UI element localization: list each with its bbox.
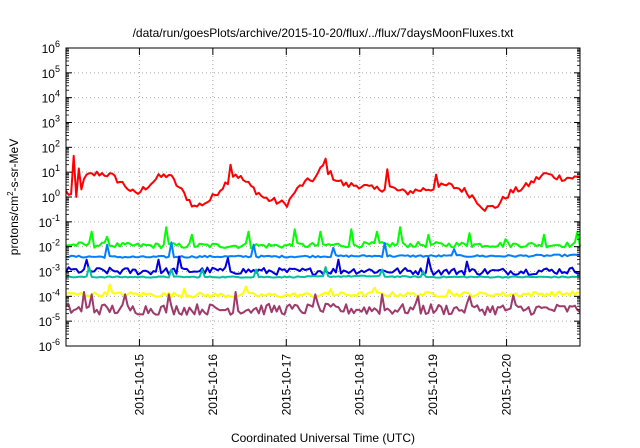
y-tick-label: 10-6 xyxy=(39,337,60,354)
y-axis-label-sup: 2 xyxy=(6,191,15,196)
x-tick-label: 2015-10-18 xyxy=(353,354,367,416)
x-tick-label: 2015-10-15 xyxy=(132,354,146,416)
series-line xyxy=(65,266,581,279)
series-lines xyxy=(65,154,581,316)
y-tick-label: 10-2 xyxy=(39,238,60,255)
y-tick-label: 106 xyxy=(42,39,60,56)
series-line xyxy=(65,226,581,250)
y-tick-label: 10-1 xyxy=(39,213,60,230)
chart-title: /data/run/goesPlots/archive/2015-10-20/f… xyxy=(133,26,515,40)
series-line xyxy=(65,283,581,299)
series-line xyxy=(65,291,581,316)
x-axis-label: Coordinated Universal Time (UTC) xyxy=(231,431,415,445)
series-line xyxy=(65,154,581,212)
y-tick-label: 100 xyxy=(42,188,60,205)
y-axis-label: protons/cm2-s-sr-MeV xyxy=(6,139,21,255)
y-tick-label: 101 xyxy=(42,163,60,180)
y-tick-label: 105 xyxy=(42,64,60,81)
series-line xyxy=(65,255,581,276)
y-tick-label: 102 xyxy=(42,138,60,155)
ticks: 10-6 10-5 10-4 10-3 10-2 10-1 100 101 102 103 104 1… xyxy=(39,39,580,415)
y-tick-label: 104 xyxy=(42,89,60,106)
x-tick-label: 2015-10-17 xyxy=(279,354,293,416)
x-tick-label: 2015-10-16 xyxy=(206,354,220,416)
y-tick-label: 10-4 xyxy=(39,287,60,304)
y-tick-label: 103 xyxy=(42,114,60,131)
y-tick-label: 10-3 xyxy=(39,263,60,280)
x-tick-label: 2015-10-20 xyxy=(500,354,514,416)
y-tick-label: 10-5 xyxy=(39,312,60,329)
y-axis-label-main: protons/cm xyxy=(7,196,21,255)
series-line xyxy=(65,241,581,259)
x-tick-label: 2015-10-19 xyxy=(426,354,440,416)
y-axis-label-rest: -s-sr-MeV xyxy=(7,139,21,192)
